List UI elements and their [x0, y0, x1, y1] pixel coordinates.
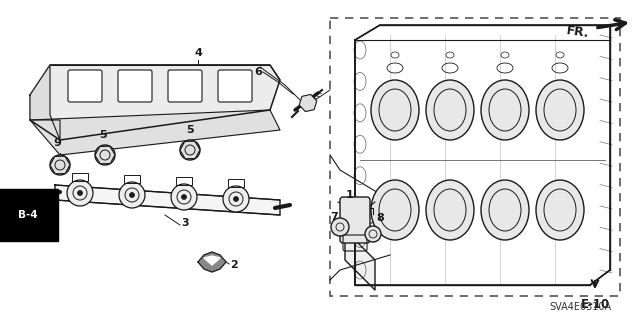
Circle shape: [223, 186, 249, 212]
Bar: [124, 175, 140, 183]
Text: 3: 3: [181, 218, 189, 228]
Text: B-4: B-4: [18, 210, 38, 220]
Bar: [330, 18, 620, 296]
Polygon shape: [55, 185, 280, 215]
Polygon shape: [30, 110, 280, 155]
Ellipse shape: [481, 180, 529, 240]
Text: SVA4E0310A: SVA4E0310A: [549, 302, 611, 312]
Circle shape: [67, 180, 93, 206]
Ellipse shape: [426, 80, 474, 140]
Circle shape: [182, 195, 186, 199]
FancyBboxPatch shape: [118, 70, 152, 102]
Bar: [228, 179, 244, 187]
Polygon shape: [30, 65, 280, 140]
Ellipse shape: [536, 180, 584, 240]
Text: 2: 2: [230, 260, 237, 270]
Circle shape: [119, 182, 145, 208]
Text: 7: 7: [330, 212, 338, 222]
Ellipse shape: [536, 80, 584, 140]
Text: 4: 4: [194, 48, 202, 58]
Polygon shape: [198, 252, 226, 272]
Text: E-10: E-10: [580, 298, 609, 311]
Bar: [176, 177, 192, 185]
Text: 5: 5: [186, 125, 194, 135]
Text: 8: 8: [376, 213, 384, 223]
FancyBboxPatch shape: [168, 70, 202, 102]
Polygon shape: [204, 256, 220, 265]
Ellipse shape: [371, 180, 419, 240]
Bar: [72, 173, 88, 181]
Circle shape: [171, 184, 197, 210]
Circle shape: [180, 140, 200, 160]
Ellipse shape: [481, 80, 529, 140]
Circle shape: [50, 155, 70, 175]
Text: 5: 5: [99, 130, 107, 140]
Circle shape: [365, 226, 381, 242]
Text: 1: 1: [346, 190, 354, 200]
Circle shape: [331, 218, 349, 236]
FancyBboxPatch shape: [68, 70, 102, 102]
Text: FR.: FR.: [565, 24, 590, 40]
FancyBboxPatch shape: [218, 70, 252, 102]
Ellipse shape: [371, 80, 419, 140]
Polygon shape: [30, 65, 60, 140]
FancyBboxPatch shape: [340, 197, 370, 243]
Polygon shape: [345, 230, 375, 290]
Circle shape: [129, 192, 134, 197]
Circle shape: [234, 197, 239, 202]
Text: 6: 6: [254, 67, 262, 77]
Circle shape: [77, 190, 83, 196]
Ellipse shape: [426, 180, 474, 240]
Circle shape: [95, 145, 115, 165]
Text: 9: 9: [53, 138, 61, 148]
